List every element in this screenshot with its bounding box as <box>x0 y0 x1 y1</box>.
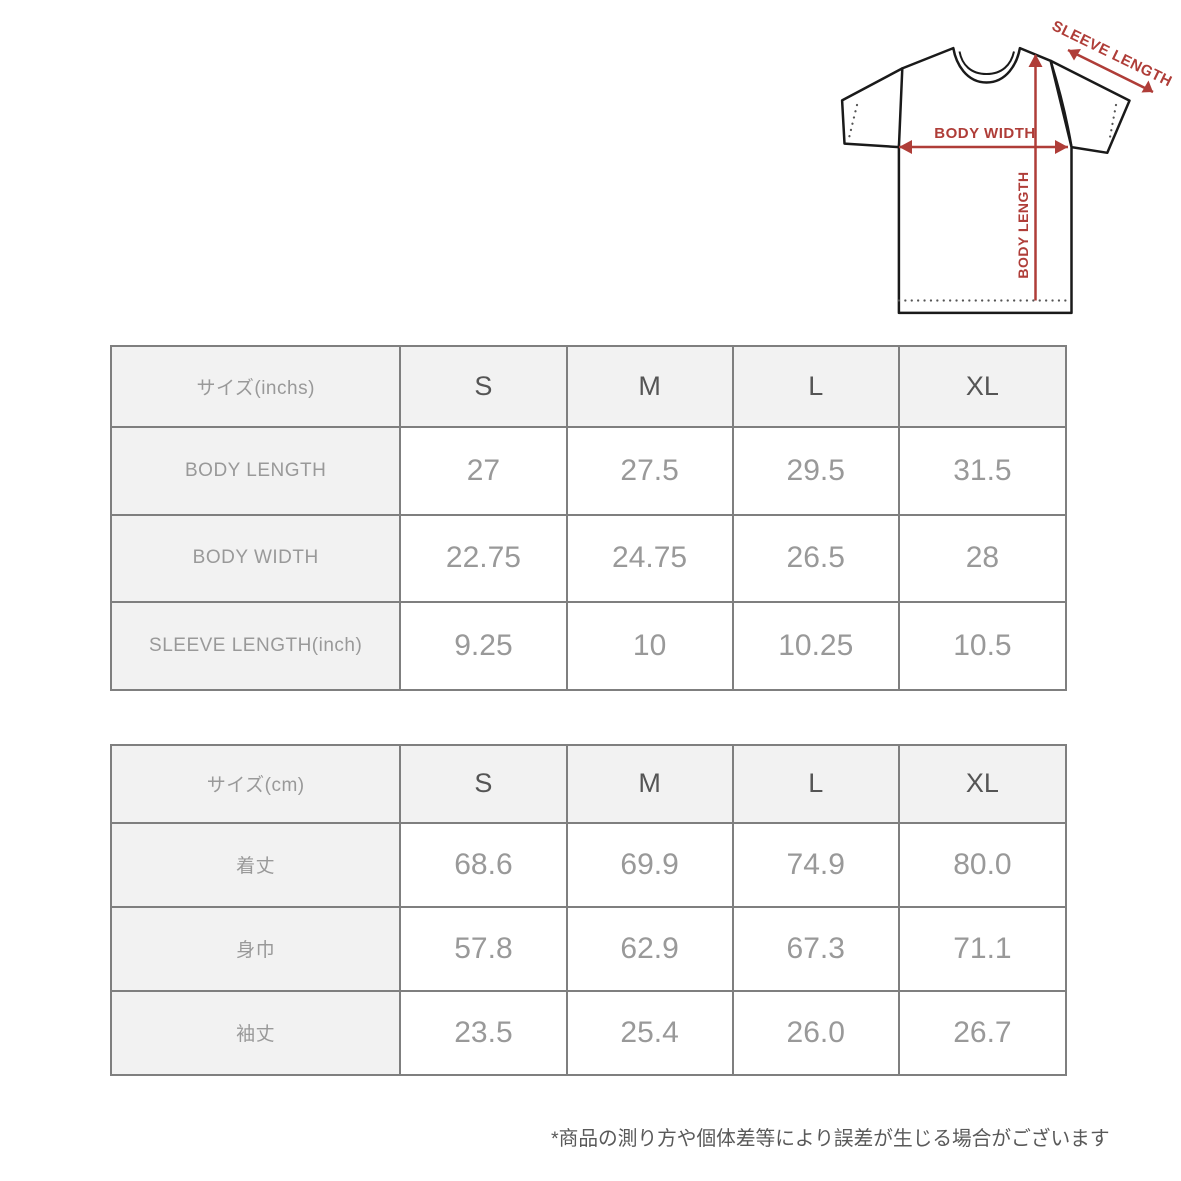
svg-text:BODY WIDTH: BODY WIDTH <box>934 125 1035 142</box>
svg-text:BODY LENGTH: BODY LENGTH <box>1015 171 1031 278</box>
